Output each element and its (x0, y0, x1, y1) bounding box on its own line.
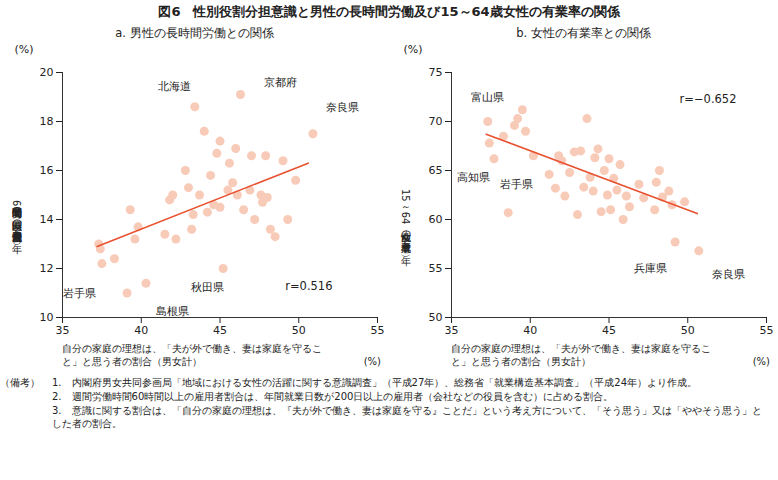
svg-text:高知県: 高知県 (457, 171, 490, 184)
svg-text:(%): (%) (404, 43, 423, 56)
svg-text:14: 14 (40, 213, 54, 226)
svg-text:35: 35 (56, 324, 70, 337)
svg-text:35: 35 (445, 324, 459, 337)
svg-text:40: 40 (134, 324, 148, 337)
html-text:自分の家庭の理想は、「夫が外で働き、妻は家庭を守ること」と思: 自分の家庭の理想は、「夫が外で働き、妻は家庭を守ること」と思う者の割合（男女計） (451, 343, 711, 367)
svg-text:岩手県: 岩手県 (500, 178, 533, 191)
svg-text:70: 70 (429, 115, 443, 128)
html-text:b. 女性の有業率との関係: b. 女性の有業率との関係 (516, 26, 651, 40)
svg-text:奈良県: 奈良県 (326, 101, 359, 114)
svg-text:55: 55 (760, 324, 774, 337)
html-text:1. 内閣府男女共同参画局「地域における女性の活躍に関する意: 1. 内閣府男女共同参画局「地域における女性の活躍に関する意識調査」（平成27年… (52, 377, 697, 388)
svg-text:r=−0.652: r=−0.652 (680, 92, 737, 106)
svg-text:55: 55 (371, 324, 385, 337)
svg-text:50: 50 (681, 324, 695, 337)
svg-text:10: 10 (40, 311, 54, 324)
html-text:a. 男性の長時間労働との関係: a. 男性の長時間労働との関係 (115, 26, 274, 40)
svg-text:45: 45 (213, 324, 227, 337)
svg-text:75: 75 (429, 66, 443, 79)
svg-text:(%): (%) (15, 43, 34, 56)
svg-text:r=0.516: r=0.516 (285, 279, 332, 293)
svg-text:20: 20 (40, 66, 54, 79)
svg-text:16: 16 (40, 164, 54, 177)
svg-text:兵庫県: 兵庫県 (634, 262, 667, 275)
svg-text:岩手県: 岩手県 (63, 287, 96, 300)
html-text:（備考）: （備考） (0, 377, 40, 388)
svg-text:65: 65 (429, 164, 443, 177)
svg-text:18: 18 (40, 115, 54, 128)
svg-text:京都府: 京都府 (264, 76, 297, 89)
svg-text:島根県: 島根県 (156, 305, 189, 318)
svg-text:45: 45 (602, 324, 616, 337)
svg-text:50: 50 (429, 311, 443, 324)
html-text:2. 週間労働時間60時間以上の雇用者割合は、年間就業日数が: 2. 週間労働時間60時間以上の雇用者割合は、年間就業日数が200日以上の雇用者… (52, 391, 614, 402)
svg-text:60: 60 (429, 213, 443, 226)
html-text:15～64歳女性の有業率（平成24年）: 15～64歳女性の有業率（平成24年） (400, 188, 411, 249)
svg-text:40: 40 (523, 324, 537, 337)
svg-text:50: 50 (292, 324, 306, 337)
html-text:自分の家庭の理想は、「夫が外で働き、妻は家庭を守ること」と思: 自分の家庭の理想は、「夫が外で働き、妻は家庭を守ること」と思う者の割合（男女計） (62, 343, 322, 367)
svg-text:55: 55 (429, 262, 443, 275)
svg-text:北海道: 北海道 (158, 80, 191, 93)
svg-text:12: 12 (40, 262, 54, 275)
svg-text:奈良県: 奈良県 (712, 268, 745, 281)
html-text:3. 意識に関する割合は、「自分の家庭の理想は、『夫が外で働: 3. 意識に関する割合は、「自分の家庭の理想は、『夫が外で働き、妻は家庭を守る』… (52, 405, 762, 429)
html-text:図6 性別役割分担意識と男性の長時間労働及び15～64歳女性: 図6 性別役割分担意識と男性の長時間労働及び15～64歳女性の有業率の関係 (158, 4, 620, 19)
svg-text:秋田県: 秋田県 (191, 281, 224, 294)
html-text:週間労働時間60時間以上の男性雇用者割合（平成24年）: 週間労働時間60時間以上の男性雇用者割合（平成24年） (11, 200, 22, 237)
svg-text:富山県: 富山県 (471, 91, 504, 104)
